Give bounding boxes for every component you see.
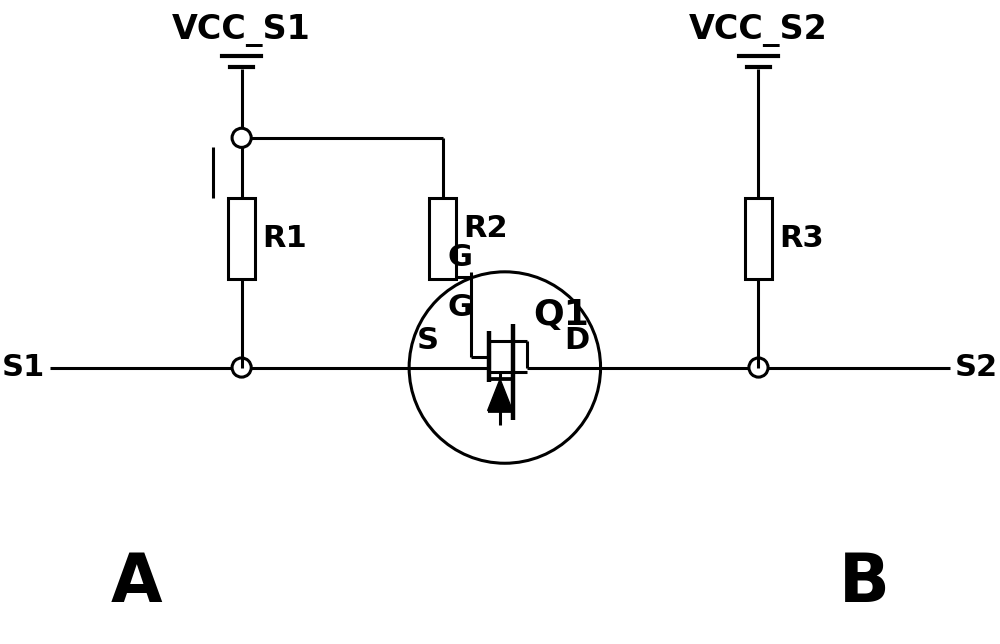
- Polygon shape: [488, 379, 513, 411]
- Text: B: B: [838, 550, 889, 616]
- Text: S1: S1: [2, 353, 45, 382]
- Text: G: G: [447, 294, 472, 323]
- Text: VCC_S1: VCC_S1: [172, 14, 311, 47]
- Bar: [228, 198, 255, 279]
- Text: A: A: [111, 550, 162, 616]
- Text: S: S: [417, 327, 439, 355]
- Text: R2: R2: [464, 214, 508, 243]
- Text: G: G: [447, 243, 472, 272]
- Text: D: D: [564, 327, 589, 355]
- Text: S2: S2: [955, 353, 998, 382]
- Text: R1: R1: [263, 224, 307, 253]
- Bar: [429, 198, 456, 279]
- Text: R3: R3: [780, 224, 824, 253]
- Bar: [745, 198, 772, 279]
- Text: Q1: Q1: [534, 298, 589, 332]
- Text: VCC_S2: VCC_S2: [689, 14, 828, 47]
